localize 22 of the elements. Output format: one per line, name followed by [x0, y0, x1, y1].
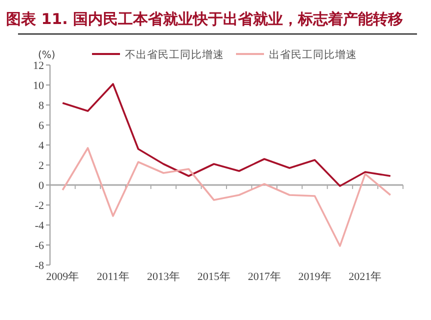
y-axis-title: (%) — [38, 50, 56, 61]
y-tick-label: -2 — [34, 200, 44, 212]
x-tick-label: 2021年 — [348, 271, 382, 283]
x-tick-label: 2009年 — [46, 271, 80, 283]
y-tick-label: 6 — [38, 120, 44, 132]
y-tick-label: 4 — [38, 140, 44, 152]
y-tick-label: 12 — [33, 60, 44, 72]
y-tick-label: -6 — [34, 240, 44, 252]
legend-label: 出省民工同比增速 — [269, 48, 357, 61]
x-tick-label: 2011年 — [96, 271, 130, 283]
title: 图表 11. 国内民工本省就业快于出省就业，标志着产能转移 — [6, 10, 404, 28]
x-tick-label: 2015年 — [197, 271, 230, 283]
x-tick-label: 2019年 — [298, 271, 332, 283]
y-tick-label: 8 — [38, 100, 44, 112]
x-tick-label: 2017年 — [248, 271, 281, 283]
y-tick-label: 0 — [38, 180, 44, 192]
legend-label: 不出省民工同比增速 — [125, 48, 224, 61]
y-tick-label: 2 — [38, 160, 44, 172]
y-tick-label: -8 — [34, 260, 44, 272]
y-tick-label: -4 — [34, 220, 44, 232]
y-tick-label: 10 — [33, 80, 44, 92]
x-tick-label: 2013年 — [146, 271, 180, 283]
